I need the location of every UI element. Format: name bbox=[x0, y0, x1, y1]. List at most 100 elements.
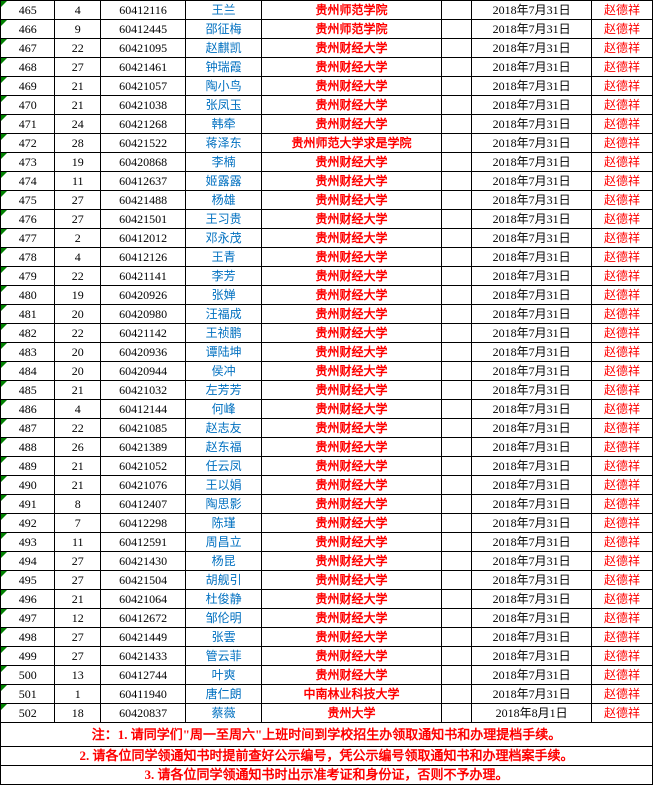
date-cell: 2018年7月31日 bbox=[472, 647, 592, 666]
table-row: 4712460421268韩牵贵州财经大学2018年7月31日赵德祥 bbox=[1, 115, 653, 134]
school-name: 贵州财经大学 bbox=[262, 96, 442, 115]
group-number: 9 bbox=[55, 20, 101, 39]
table-row: 4852160421032左芳芳贵州财经大学2018年7月31日赵德祥 bbox=[1, 381, 653, 400]
date-cell: 2018年7月31日 bbox=[472, 495, 592, 514]
school-name: 贵州财经大学 bbox=[262, 381, 442, 400]
date-cell: 2018年7月31日 bbox=[472, 267, 592, 286]
date-cell: 2018年7月31日 bbox=[472, 362, 592, 381]
row-index: 484 bbox=[1, 362, 55, 381]
contact-name: 赵德祥 bbox=[591, 666, 652, 685]
table-row: 4682760421461钟瑞霞贵州财经大学2018年7月31日赵德祥 bbox=[1, 58, 653, 77]
blank-cell bbox=[441, 58, 471, 77]
group-number: 2 bbox=[55, 229, 101, 248]
group-number: 18 bbox=[55, 704, 101, 723]
group-number: 11 bbox=[55, 172, 101, 191]
group-number: 21 bbox=[55, 476, 101, 495]
date-cell: 2018年7月31日 bbox=[472, 115, 592, 134]
student-name: 张婵 bbox=[186, 286, 262, 305]
blank-cell bbox=[441, 286, 471, 305]
student-name: 王以娟 bbox=[186, 476, 262, 495]
student-name: 张雲 bbox=[186, 628, 262, 647]
blank-cell bbox=[441, 20, 471, 39]
row-index: 497 bbox=[1, 609, 55, 628]
student-name: 蒋泽东 bbox=[186, 134, 262, 153]
student-name: 邓永茂 bbox=[186, 229, 262, 248]
student-name: 王习贵 bbox=[186, 210, 262, 229]
row-index: 502 bbox=[1, 704, 55, 723]
row-index: 469 bbox=[1, 77, 55, 96]
contact-name: 赵德祥 bbox=[591, 96, 652, 115]
contact-name: 赵德祥 bbox=[591, 533, 652, 552]
student-id: 60421268 bbox=[101, 115, 186, 134]
school-name: 贵州财经大学 bbox=[262, 77, 442, 96]
row-index: 489 bbox=[1, 457, 55, 476]
contact-name: 赵德祥 bbox=[591, 704, 652, 723]
group-number: 27 bbox=[55, 58, 101, 77]
blank-cell bbox=[441, 476, 471, 495]
student-id: 60420980 bbox=[101, 305, 186, 324]
blank-cell bbox=[441, 343, 471, 362]
row-index: 492 bbox=[1, 514, 55, 533]
group-number: 20 bbox=[55, 343, 101, 362]
student-id: 60421430 bbox=[101, 552, 186, 571]
table-row: 4672260421095赵麒凯贵州财经大学2018年7月31日赵德祥 bbox=[1, 39, 653, 58]
group-number: 20 bbox=[55, 362, 101, 381]
blank-cell bbox=[441, 153, 471, 172]
group-number: 19 bbox=[55, 286, 101, 305]
student-name: 左芳芳 bbox=[186, 381, 262, 400]
row-index: 479 bbox=[1, 267, 55, 286]
blank-cell bbox=[441, 248, 471, 267]
table-row: 4872260421085赵志友贵州财经大学2018年7月31日赵德祥 bbox=[1, 419, 653, 438]
date-cell: 2018年7月31日 bbox=[472, 457, 592, 476]
contact-name: 赵德祥 bbox=[591, 134, 652, 153]
student-id: 60421095 bbox=[101, 39, 186, 58]
student-id: 60421085 bbox=[101, 419, 186, 438]
group-number: 21 bbox=[55, 457, 101, 476]
student-id: 60420926 bbox=[101, 286, 186, 305]
contact-name: 赵德祥 bbox=[591, 552, 652, 571]
student-id: 60412744 bbox=[101, 666, 186, 685]
school-name: 贵州财经大学 bbox=[262, 400, 442, 419]
table-row: 4722860421522蒋泽东贵州师范大学求是学院2018年7月31日赵德祥 bbox=[1, 134, 653, 153]
footer-note: 2. 请各位同学领通知书时提前查好公示编号，凭公示编号领取通知书和办理档案手续。 bbox=[1, 747, 653, 766]
row-index: 493 bbox=[1, 533, 55, 552]
row-index: 487 bbox=[1, 419, 55, 438]
group-number: 19 bbox=[55, 153, 101, 172]
table-row: 4982760421449张雲贵州财经大学2018年7月31日赵德祥 bbox=[1, 628, 653, 647]
student-id: 60411940 bbox=[101, 685, 186, 704]
blank-cell bbox=[441, 39, 471, 58]
contact-name: 赵德祥 bbox=[591, 400, 652, 419]
row-index: 472 bbox=[1, 134, 55, 153]
table-row: 5021860420837蔡薇贵州大学2018年8月1日赵德祥 bbox=[1, 704, 653, 723]
student-id: 60421064 bbox=[101, 590, 186, 609]
table-row: 4741160412637姬露露贵州财经大学2018年7月31日赵德祥 bbox=[1, 172, 653, 191]
table-row: 466960412445邵征梅贵州师范学院2018年7月31日赵德祥 bbox=[1, 20, 653, 39]
row-index: 468 bbox=[1, 58, 55, 77]
table-row: 491860412407陶思影贵州财经大学2018年7月31日赵德祥 bbox=[1, 495, 653, 514]
blank-cell bbox=[441, 495, 471, 514]
group-number: 27 bbox=[55, 628, 101, 647]
row-index: 499 bbox=[1, 647, 55, 666]
row-index: 490 bbox=[1, 476, 55, 495]
contact-name: 赵德祥 bbox=[591, 628, 652, 647]
date-cell: 2018年7月31日 bbox=[472, 286, 592, 305]
contact-name: 赵德祥 bbox=[591, 248, 652, 267]
contact-name: 赵德祥 bbox=[591, 77, 652, 96]
school-name: 贵州财经大学 bbox=[262, 343, 442, 362]
blank-cell bbox=[441, 324, 471, 343]
student-name: 任云凤 bbox=[186, 457, 262, 476]
table-row: 4812060420980汪福成贵州财经大学2018年7月31日赵德祥 bbox=[1, 305, 653, 324]
contact-name: 赵德祥 bbox=[591, 609, 652, 628]
school-name: 贵州财经大学 bbox=[262, 419, 442, 438]
date-cell: 2018年7月31日 bbox=[472, 609, 592, 628]
student-name: 汪福成 bbox=[186, 305, 262, 324]
blank-cell bbox=[441, 514, 471, 533]
student-id: 60421389 bbox=[101, 438, 186, 457]
school-name: 贵州财经大学 bbox=[262, 571, 442, 590]
school-name: 贵州师范学院 bbox=[262, 1, 442, 20]
date-cell: 2018年8月1日 bbox=[472, 704, 592, 723]
contact-name: 赵德祥 bbox=[591, 286, 652, 305]
blank-cell bbox=[441, 96, 471, 115]
date-cell: 2018年7月31日 bbox=[472, 552, 592, 571]
blank-cell bbox=[441, 381, 471, 400]
